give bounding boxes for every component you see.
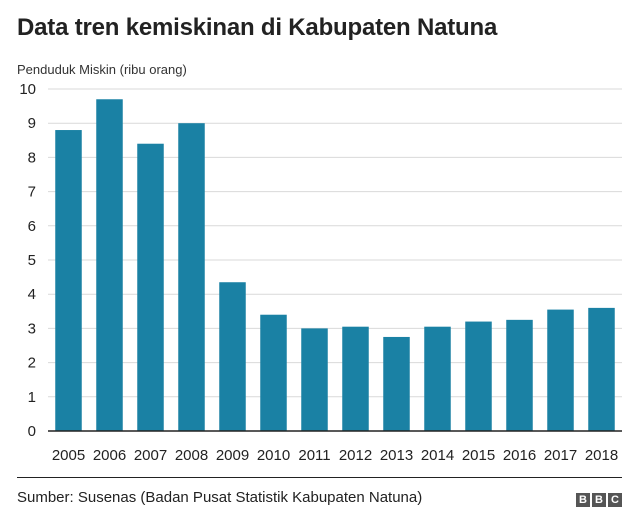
- bbc-logo-letter: B: [592, 493, 606, 507]
- x-tick-label: 2013: [380, 447, 413, 464]
- bar-2018: [588, 307, 615, 431]
- bbc-logo-letter: B: [576, 493, 590, 507]
- bar-2005: [55, 130, 82, 432]
- y-tick-label: 4: [28, 286, 36, 303]
- x-tick-label: 2011: [298, 447, 330, 464]
- x-tick-label: 2012: [339, 447, 372, 464]
- footer-divider: [17, 477, 622, 478]
- y-tick-label: 3: [28, 320, 36, 337]
- bar-2007: [137, 143, 164, 431]
- bars: [55, 99, 615, 432]
- bar-2008: [178, 123, 205, 431]
- x-tick-label: 2005: [52, 447, 85, 464]
- x-tick-label: 2017: [544, 447, 577, 464]
- x-tick-labels: 2005 2006 2007 2008 2009 2010 2011 2012 2013 2014…: [52, 447, 618, 464]
- y-tick-label: 5: [28, 252, 36, 269]
- x-tick-label: 2007: [134, 447, 167, 464]
- bar-2010: [260, 314, 287, 431]
- y-tick-label: 1: [28, 389, 36, 406]
- bar-2012: [342, 326, 369, 431]
- x-tick-label: 2006: [93, 447, 126, 464]
- bar-2014: [424, 326, 451, 431]
- y-axis-label: Penduduk Miskin (ribu orang): [17, 62, 187, 77]
- bar-chart: 0 1 2 3 4 5 6 7 8 9 10 2005 2006 2007 2008 2009 2010 201…: [19, 81, 622, 464]
- y-tick-labels: 0 1 2 3 4 5 6 7 8 9 10: [19, 81, 36, 440]
- bbc-logo-letter: C: [608, 493, 622, 507]
- chart-title: Data tren kemiskinan di Kabupaten Natuna: [17, 14, 498, 41]
- x-tick-label: 2016: [503, 447, 536, 464]
- y-tick-label: 2: [28, 355, 36, 372]
- x-tick-label: 2015: [462, 447, 495, 464]
- bar-2006: [96, 99, 123, 431]
- y-tick-label: 0: [28, 423, 36, 440]
- x-tick-label: 2018: [585, 447, 618, 464]
- x-tick-label: 2010: [257, 447, 290, 464]
- y-tick-label: 8: [28, 149, 36, 166]
- bbc-logo: B B C: [576, 493, 622, 507]
- x-tick-label: 2008: [175, 447, 208, 464]
- bar-2011: [301, 328, 328, 431]
- bar-2015: [465, 321, 492, 431]
- gridlines: [48, 88, 622, 398]
- y-tick-label: 9: [28, 115, 36, 132]
- bar-2013: [383, 336, 410, 431]
- bar-2017: [547, 309, 574, 431]
- source-note: Sumber: Susenas (Badan Pusat Statistik K…: [17, 489, 423, 506]
- bar-2009: [219, 282, 246, 431]
- bar-2016: [506, 319, 533, 431]
- y-tick-label: 6: [28, 218, 36, 235]
- y-tick-label: 7: [28, 184, 36, 201]
- y-tick-label: 10: [19, 81, 36, 98]
- x-tick-label: 2014: [421, 447, 454, 464]
- x-tick-label: 2009: [216, 447, 249, 464]
